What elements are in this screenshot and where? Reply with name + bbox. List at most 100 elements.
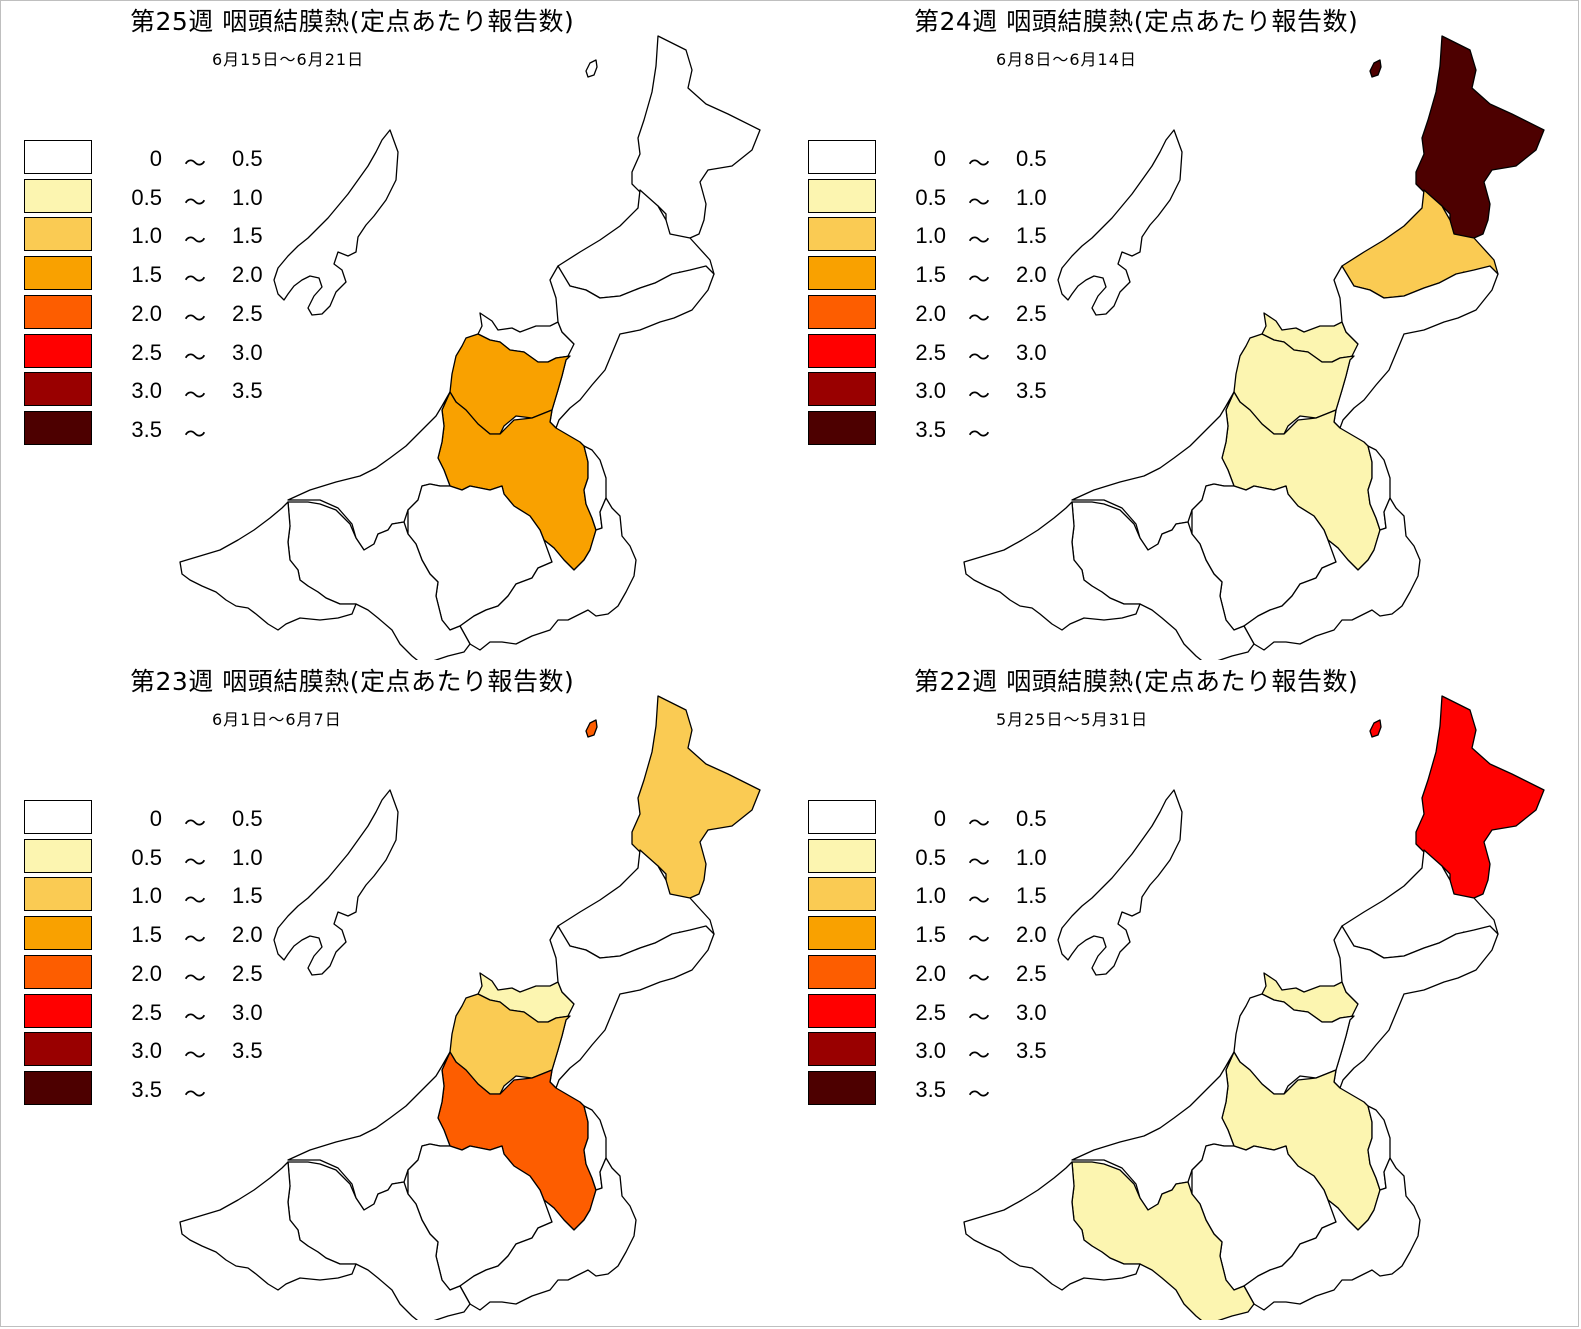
legend-high-value: 3.0 xyxy=(232,339,263,365)
region-sado xyxy=(1057,789,1183,976)
legend-low-value: 0.5 xyxy=(131,844,162,870)
legend-swatch xyxy=(24,1032,92,1067)
legend-high-value: 3.5 xyxy=(232,1038,263,1064)
legend-range-separator: 〜 xyxy=(967,966,990,992)
panel-title: 第23週 咽頭結膜熱(定点あたり報告数) xyxy=(130,667,575,696)
region-sado xyxy=(1057,129,1183,316)
legend-range-separator: 〜 xyxy=(183,966,206,992)
legend-item: 3.5 〜 xyxy=(808,410,1068,448)
legend-range-separator: 〜 xyxy=(967,850,990,876)
legend-high-value: 1.0 xyxy=(1016,844,1047,870)
legend-low-value: 3.0 xyxy=(131,378,162,404)
legend-swatch xyxy=(808,372,876,407)
map-panel: 第24週 咽頭結膜熱(定点あたり報告数) 6月8日〜6月14日 0 〜 0.5 0.5 〜 1… xyxy=(784,0,1566,660)
legend-high-value: 3.5 xyxy=(232,378,263,404)
legend-item: 1.5 〜 2.0 xyxy=(808,916,1068,953)
region-sado xyxy=(273,129,399,316)
legend-low-value: 0.5 xyxy=(915,184,946,210)
legend-range-separator: 〜 xyxy=(967,229,990,255)
legend-high-value: 2.0 xyxy=(1016,922,1047,948)
legend-high-value: 2.5 xyxy=(232,300,263,326)
legend-range-separator: 〜 xyxy=(183,306,206,332)
legend-item: 1.5 〜 2.0 xyxy=(808,256,1068,293)
legend-low-value: 3.5 xyxy=(915,1076,946,1102)
region-minamiuonuma xyxy=(1243,497,1421,651)
legend-range-separator: 〜 xyxy=(967,1005,990,1031)
legend-low-value: 0 xyxy=(933,806,946,831)
legend-high-value: 1.5 xyxy=(232,883,263,909)
legend-item: 3.0 〜 3.5 xyxy=(24,372,284,410)
legend-item: 2.5 〜 3.0 xyxy=(24,993,284,1031)
legend-high-value: 2.0 xyxy=(232,922,263,948)
legend-high-value: 1.5 xyxy=(232,223,263,249)
legend-low-value: 1.5 xyxy=(915,262,946,288)
legend-range-separator: 〜 xyxy=(183,850,206,876)
legend-range-separator: 〜 xyxy=(183,384,206,410)
legend-high-value: 0.5 xyxy=(232,806,263,831)
legend-range-separator: 〜 xyxy=(183,889,206,915)
legend-item: 1.0 〜 1.5 xyxy=(24,217,284,255)
legend-range-separator: 〜 xyxy=(967,306,990,332)
region-itoigawa xyxy=(179,501,357,631)
legend-range-separator: 〜 xyxy=(967,345,990,371)
legend-low-value: 0 xyxy=(149,146,162,171)
legend-swatch xyxy=(24,140,92,174)
legend-swatch xyxy=(808,800,876,834)
legend-item: 3.0 〜 3.5 xyxy=(808,1032,1068,1070)
legend-range-separator: 〜 xyxy=(967,889,990,915)
legend-range-separator: 〜 xyxy=(183,229,206,255)
legend-low-value: 3.5 xyxy=(915,416,946,442)
region-niitsu xyxy=(1333,265,1499,429)
legend-range-separator: 〜 xyxy=(183,1044,206,1070)
region-minamiuonuma xyxy=(1243,1157,1421,1311)
legend-item: 2.0 〜 2.5 xyxy=(24,294,284,332)
legend-range-separator: 〜 xyxy=(967,1082,990,1108)
legend-low-value: 3.0 xyxy=(131,1038,162,1064)
legend-swatch xyxy=(808,1032,876,1067)
legend-low-value: 2.5 xyxy=(131,339,162,365)
legend-swatch xyxy=(808,877,876,912)
legend-swatch xyxy=(808,294,876,329)
region-awashima xyxy=(585,59,598,78)
legend-low-value: 1.0 xyxy=(131,223,162,249)
legend-low-value: 2.5 xyxy=(915,999,946,1025)
legend-high-value: 2.0 xyxy=(232,262,263,288)
niigata-region-map xyxy=(963,35,1545,660)
legend-low-value: 3.0 xyxy=(915,378,946,404)
legend-swatch xyxy=(24,372,92,407)
legend-low-value: 2.5 xyxy=(131,999,162,1025)
legend-high-value: 3.0 xyxy=(232,999,263,1025)
legend-swatch xyxy=(24,993,92,1028)
legend-high-value: 2.5 xyxy=(1016,300,1047,326)
legend-high-value: 3.0 xyxy=(1016,999,1047,1025)
map-panel: 第25週 咽頭結膜熱(定点あたり報告数) 6月15日〜6月21日 0 〜 0.5 0.5 〜… xyxy=(0,0,782,660)
legend-high-value: 0.5 xyxy=(232,146,263,171)
legend-item: 2.0 〜 2.5 xyxy=(24,954,284,992)
legend-low-value: 0.5 xyxy=(131,184,162,210)
legend-range-separator: 〜 xyxy=(967,1044,990,1070)
legend-range-separator: 〜 xyxy=(183,812,206,837)
legend-swatch xyxy=(24,294,92,329)
legend-swatch xyxy=(808,916,876,951)
legend-high-value: 2.0 xyxy=(1016,262,1047,288)
legend-range-separator: 〜 xyxy=(183,190,206,216)
legend-item: 1.5 〜 2.0 xyxy=(24,916,284,953)
legend-high-value: 0.5 xyxy=(1016,806,1047,831)
region-niitsu xyxy=(1333,925,1499,1089)
legend-item: 2.0 〜 2.5 xyxy=(808,954,1068,992)
legend-item: 2.5 〜 3.0 xyxy=(24,333,284,371)
legend-swatch xyxy=(24,178,92,213)
niigata-region-map xyxy=(179,695,761,1320)
legend-swatch xyxy=(24,954,92,989)
map-panel: 第23週 咽頭結膜熱(定点あたり報告数) 6月1日〜6月7日 0 〜 0.5 0.5 〜 1.… xyxy=(0,660,782,1320)
legend-item: 3.5 〜 xyxy=(24,410,284,448)
legend-item: 3.5 〜 xyxy=(24,1070,284,1108)
region-awashima xyxy=(585,719,598,738)
panel-date-range: 5月25日〜5月31日 xyxy=(996,710,1149,729)
legend-item: 3.0 〜 3.5 xyxy=(24,1032,284,1070)
region-niitsu xyxy=(549,265,715,429)
legend-high-value: 3.5 xyxy=(1016,378,1047,404)
legend-low-value: 2.5 xyxy=(915,339,946,365)
legend-swatch xyxy=(808,838,876,873)
